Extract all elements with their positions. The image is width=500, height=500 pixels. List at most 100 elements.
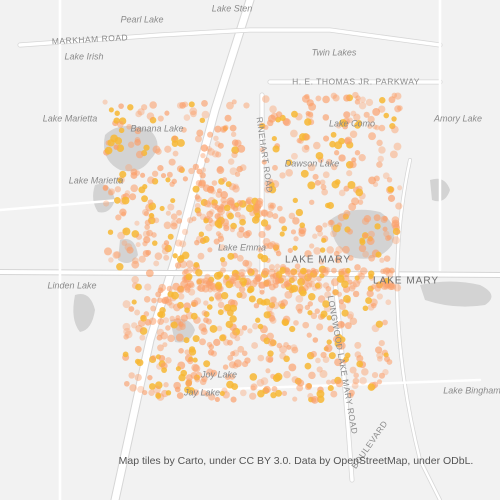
density-dot bbox=[219, 390, 225, 397]
density-dot bbox=[349, 281, 357, 290]
density-dot bbox=[346, 311, 355, 319]
density-dot bbox=[222, 364, 229, 370]
density-dot bbox=[210, 189, 216, 195]
density-dot bbox=[259, 289, 265, 295]
density-dot bbox=[332, 289, 339, 296]
density-dot bbox=[264, 185, 272, 194]
density-dot bbox=[236, 205, 242, 211]
density-dot bbox=[183, 268, 189, 275]
place-label: Lake Irish bbox=[64, 51, 103, 61]
density-dot bbox=[371, 302, 377, 309]
density-dot bbox=[229, 315, 237, 323]
density-dot bbox=[314, 179, 321, 186]
density-dot bbox=[236, 292, 243, 299]
density-dot bbox=[275, 111, 283, 118]
density-dot bbox=[238, 226, 245, 233]
density-dot bbox=[260, 377, 269, 385]
density-dot bbox=[174, 386, 181, 393]
density-dot bbox=[157, 344, 164, 352]
density-dot bbox=[347, 313, 354, 320]
density-dot bbox=[391, 125, 399, 134]
density-dot bbox=[331, 163, 338, 171]
density-dot bbox=[226, 380, 234, 389]
density-dot bbox=[317, 230, 324, 237]
density-dot bbox=[118, 103, 124, 109]
density-dot bbox=[310, 396, 319, 404]
density-dot bbox=[207, 281, 216, 290]
density-dot bbox=[272, 244, 280, 251]
density-dot bbox=[126, 246, 134, 254]
density-dot bbox=[189, 107, 198, 116]
density-dot bbox=[274, 372, 283, 381]
density-dot bbox=[114, 110, 120, 116]
density-dot bbox=[171, 140, 179, 147]
density-dot bbox=[234, 171, 241, 177]
density-dot bbox=[388, 96, 396, 104]
density-dot bbox=[261, 95, 270, 103]
density-dot bbox=[387, 281, 395, 289]
density-dot bbox=[344, 136, 353, 145]
density-dot bbox=[322, 300, 330, 308]
density-dot bbox=[214, 292, 223, 300]
density-dot bbox=[141, 195, 148, 203]
density-dot bbox=[175, 366, 181, 372]
density-dot bbox=[292, 396, 298, 402]
density-dot bbox=[268, 185, 277, 194]
density-dot bbox=[304, 250, 312, 258]
density-dot bbox=[236, 254, 244, 262]
density-dot bbox=[382, 215, 388, 222]
density-dot bbox=[194, 376, 201, 383]
density-dot bbox=[391, 92, 398, 99]
density-dot bbox=[393, 142, 402, 151]
density-dot bbox=[197, 252, 205, 260]
density-dot bbox=[380, 282, 389, 290]
density-dot bbox=[355, 188, 364, 197]
density-dot bbox=[357, 199, 364, 205]
density-dot bbox=[281, 225, 288, 232]
density-dot bbox=[383, 255, 391, 262]
density-dot bbox=[319, 247, 326, 253]
density-dot bbox=[307, 163, 316, 172]
density-dot bbox=[250, 385, 256, 391]
density-dot bbox=[142, 184, 148, 190]
density-dot bbox=[195, 195, 202, 203]
density-dot bbox=[165, 390, 172, 396]
density-dot bbox=[220, 291, 229, 300]
density-dot bbox=[295, 208, 304, 217]
density-dot bbox=[253, 303, 260, 309]
density-dot bbox=[138, 255, 146, 263]
density-dot bbox=[261, 267, 270, 276]
density-dot bbox=[349, 366, 357, 374]
density-dot bbox=[144, 283, 152, 291]
density-dot bbox=[257, 323, 264, 330]
density-dot bbox=[217, 309, 224, 316]
density-dot bbox=[224, 304, 232, 312]
density-dot bbox=[363, 215, 372, 223]
density-dot bbox=[328, 352, 336, 360]
density-dot bbox=[116, 263, 124, 271]
density-dot bbox=[142, 241, 148, 247]
density-dot bbox=[158, 311, 166, 319]
place-label: Linden Lake bbox=[47, 280, 96, 290]
density-dot bbox=[163, 221, 172, 230]
density-dot bbox=[229, 227, 236, 233]
density-dot bbox=[268, 204, 275, 211]
density-dot bbox=[275, 389, 283, 397]
density-dot bbox=[330, 278, 339, 287]
density-dot bbox=[286, 159, 293, 166]
density-dot bbox=[134, 136, 141, 143]
density-dot bbox=[320, 184, 327, 191]
density-dot bbox=[387, 186, 394, 193]
density-dot bbox=[199, 117, 206, 124]
density-dot bbox=[192, 389, 200, 396]
density-dot bbox=[121, 240, 128, 246]
density-dots bbox=[102, 91, 403, 404]
density-dot bbox=[216, 325, 223, 332]
density-dot bbox=[226, 101, 234, 110]
density-dot bbox=[192, 185, 200, 193]
density-dot bbox=[157, 318, 164, 325]
density-dot bbox=[134, 139, 142, 146]
density-dot bbox=[333, 250, 340, 257]
density-dot bbox=[179, 240, 187, 248]
density-dot bbox=[383, 356, 391, 363]
